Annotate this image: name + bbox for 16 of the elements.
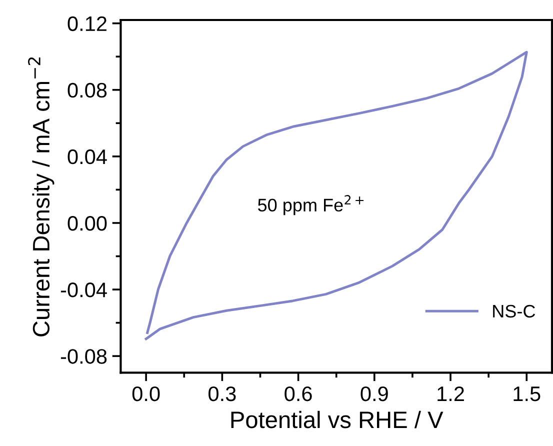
annotation: 50 ppm Fe$^{2+}$ bbox=[258, 195, 364, 216]
x-tick-label: 0.3 bbox=[208, 386, 236, 402]
x-tick-label: 1.5 bbox=[514, 386, 540, 402]
y-tick-label: 0.12 bbox=[68, 16, 106, 32]
legend-label: NS-C bbox=[493, 304, 536, 318]
x-axis-title: Potential vs RHE / V bbox=[231, 410, 444, 428]
x-tick-label: 0.0 bbox=[132, 386, 160, 402]
y-tick-label: -0.04 bbox=[60, 282, 107, 298]
y-tick-label: 0.00 bbox=[68, 216, 107, 231]
x-tick-label: 1.2 bbox=[438, 386, 464, 401]
y-tick-label: 0.04 bbox=[68, 149, 107, 164]
x-tick-label: 0.9 bbox=[360, 386, 388, 402]
y-tick-label: 0.08 bbox=[68, 82, 107, 98]
x-tick-label: 0.6 bbox=[284, 386, 312, 402]
y-tick-label: -0.08 bbox=[60, 349, 107, 364]
y-axis-title: Current Density / mA cm$^{−2}$ bbox=[28, 57, 54, 336]
